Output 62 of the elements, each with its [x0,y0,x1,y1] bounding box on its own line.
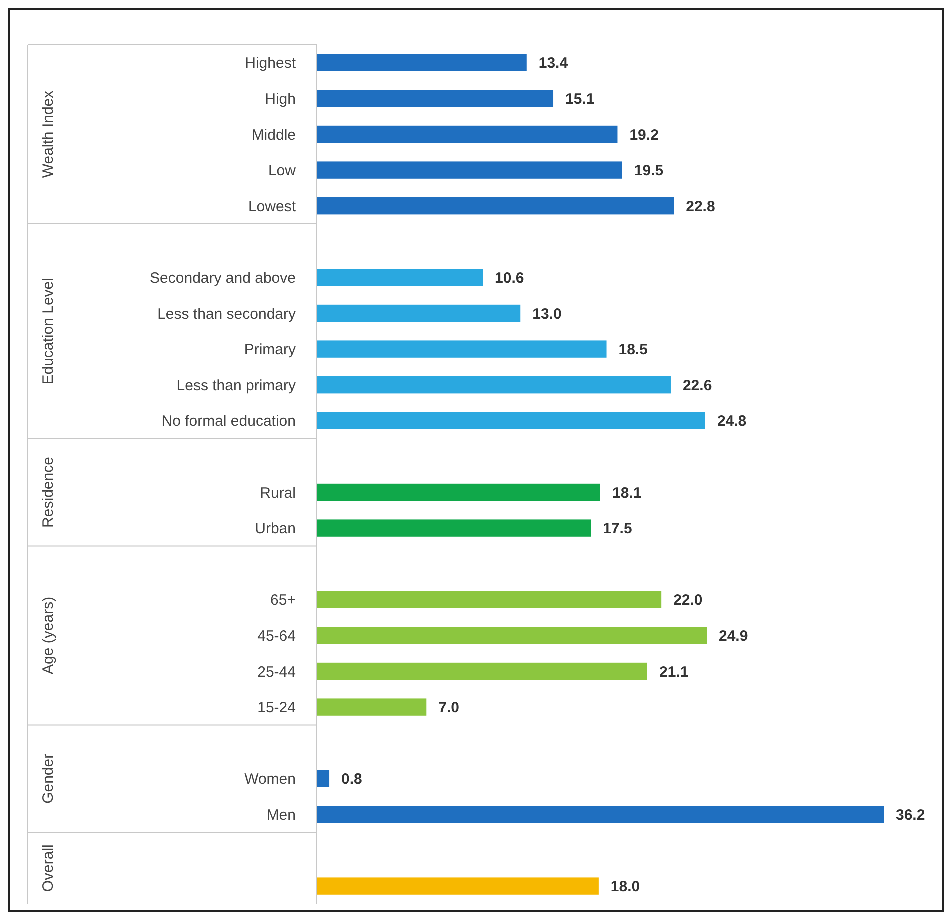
y-tick-label: Men [266,806,296,824]
bar [317,54,527,72]
data-label: 22.6 [682,377,712,394]
bar [317,90,554,108]
data-label: 18.1 [612,484,642,502]
bar [317,269,484,286]
y-tick-label: Less than primary [176,377,296,394]
data-label: 18.0 [610,878,640,896]
bar [317,376,671,394]
bar [317,304,521,322]
bar [317,878,599,895]
data-label: 10.6 [495,270,524,287]
data-label: 22.0 [674,592,703,610]
bar [317,126,618,144]
data-label: 18.5 [618,342,648,359]
y-tick-label: Urban [255,520,296,538]
data-label: 15.1 [566,90,595,108]
text: Residence [40,457,57,528]
y-tick-label: 25-44 [258,664,296,681]
y-tick-label: Primary [244,342,296,359]
text: Education Level [40,278,57,385]
bar [317,484,600,502]
bar [317,627,708,644]
bar [317,662,648,680]
text: Wealth Index [40,90,57,178]
text: Overall [40,844,57,892]
bar [317,412,706,430]
y-tick-label: High [265,90,296,108]
data-label: 19.2 [630,126,659,144]
data-label: 17.5 [603,520,632,538]
bar [317,198,674,215]
y-tick-label: Lowest [248,198,297,216]
data-label: 24.8 [717,413,747,430]
bar [317,520,592,537]
bar [317,770,330,788]
bar [317,340,607,358]
data-label: 13.0 [532,306,562,323]
y-tick-label: Women [244,771,296,788]
data-label: 21.1 [659,664,689,681]
bar [317,591,662,608]
data-label: 0.8 [342,771,362,788]
y-tick-label: 45-64 [258,628,296,645]
data-label: 24.9 [719,628,748,645]
data-label: 7.0 [438,700,460,717]
y-tick-label: 15-24 [258,700,296,717]
text: Age (years) [40,596,57,674]
y-tick-label: Rural [260,484,296,502]
data-label: 36.2 [896,806,926,824]
data-label: 22.8 [686,198,716,216]
data-label: 13.4 [538,55,569,72]
bar [317,698,427,716]
bar [317,806,884,824]
y-tick-label: Low [268,162,296,180]
y-tick-label: Less than secondary [158,306,296,323]
y-tick-label: 65+ [270,592,296,610]
y-tick-label: Highest [245,55,297,72]
text: Gender [40,754,57,804]
y-tick-label: Middle [252,126,296,144]
y-tick-label: Secondary and above [150,270,296,287]
bar [317,162,622,179]
y-tick-label: No formal education [162,413,296,430]
data-label: 19.5 [634,162,664,180]
